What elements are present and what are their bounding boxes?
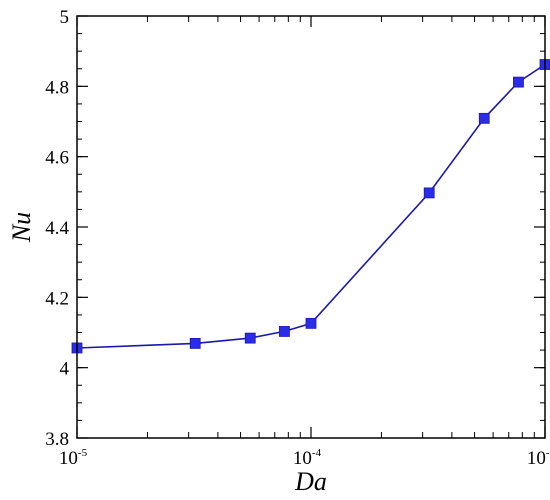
y-tick-label: 4 [60,359,70,380]
series-line [76,63,546,349]
major-ticks [76,15,546,439]
x-tick-label: 10-4 [293,447,322,469]
data-point-marker [279,326,290,337]
data-point-marker [513,76,524,88]
data-point-marker [305,317,317,329]
y-tick-label: 4.4 [45,218,69,239]
y-tick-label: 5 [60,7,70,28]
y-tick-label: 3.8 [45,429,69,450]
minor-ticks [77,15,545,439]
data-point-marker [423,187,435,199]
series-layer [71,59,550,354]
x-axis-title: Da [294,467,327,496]
data-point-marker [244,332,256,344]
plot-frame [76,15,546,439]
x-tick-label: 10-5 [59,447,88,469]
y-tick-label: 4.6 [45,148,69,169]
data-point-marker [189,338,201,349]
tick-labels: 10-5 10-4 10-3 3.8 4 4.2 4.4 4.6 4.8 5 [45,7,550,469]
data-point-marker [478,112,490,124]
y-tick-label: 4.8 [45,77,69,98]
x-tick-label: 10-3 [527,447,550,469]
y-tick-label: 4.2 [45,288,69,309]
y-axis-title: Nu [7,212,36,243]
